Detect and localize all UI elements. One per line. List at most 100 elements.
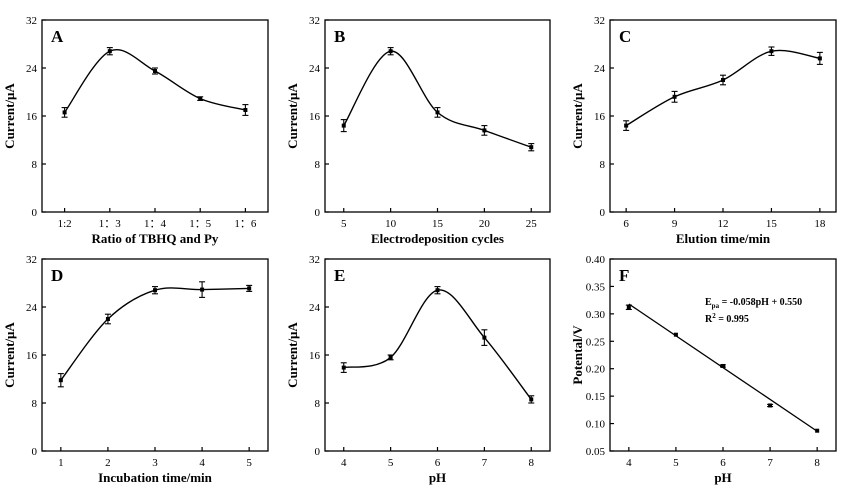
panel-b-data-point (482, 128, 487, 133)
panel-a-xtick-label: 1：6 (234, 218, 256, 230)
panel-b-data-point (435, 110, 440, 115)
panel-f-ytick-label: 0.25 (586, 336, 606, 348)
panel-a-ytick-label: 16 (26, 111, 38, 123)
panel-d-data-point (247, 286, 252, 291)
panel-f-data-point (673, 332, 678, 337)
panel-f-ytick-label: 0.30 (586, 309, 606, 321)
panel-d-data-point (58, 378, 63, 383)
panel-d-ytick-label: 32 (26, 254, 37, 266)
panel-a-series-line (64, 49, 246, 113)
panel-f-data-point (721, 363, 725, 368)
panel-d-xtick-label: 3 (152, 457, 158, 469)
panel-c-ytick-label: 16 (594, 111, 606, 123)
panel-c-data-point (769, 49, 774, 54)
panel-e-ytick-label: 32 (309, 254, 320, 266)
panel-e: 0 8 16 24 32 4 5 6 7 8 pH Current/μA E (285, 254, 551, 485)
panel-e-data-point (435, 288, 440, 293)
panel-f-fit-line (628, 303, 818, 432)
panel-d-ylabel: Current/μA (2, 322, 17, 388)
panel-d-xlabel: Incubation time/min (98, 470, 213, 485)
panel-f-equation: Epa = -0.058pH + 0.550 (705, 297, 802, 310)
panel-d-ytick-label: 16 (26, 350, 38, 362)
panel-a: 0 8 16 24 32 1:2 1：3 1：4 1：5 1：6 Ratio of TBHQ and… (2, 15, 269, 246)
panel-a-frame (41, 19, 269, 213)
panel-e-xtick-label: 4 (341, 457, 347, 469)
panel-d-data-point (200, 287, 205, 292)
panel-c-xtick-label: 15 (766, 218, 778, 230)
panel-a-ytick-label: 32 (26, 15, 37, 27)
panel-c-ytick-label: 8 (600, 159, 606, 171)
panel-b-xtick-label: 20 (479, 218, 491, 230)
panel-c-ytick-label: 24 (594, 63, 606, 75)
panel-c-xlabel: Elution time/min (676, 231, 771, 246)
panel-e-data-point (341, 365, 346, 370)
panel-a-xtick-label: 1:2 (58, 218, 72, 230)
panel-e-ytick-label: 24 (309, 302, 321, 314)
panel-a-xtick-label: 1：3 (99, 218, 121, 230)
panel-f-ytick-label: 0.20 (586, 364, 606, 376)
panel-b-xtick-label: 5 (341, 218, 347, 230)
panel-b-data-point (529, 145, 534, 150)
panel-d-data-point (153, 288, 157, 293)
panel-c: 0 8 16 24 32 6 9 12 15 18 Elution time/min Current/… (570, 15, 837, 246)
panel-f-data-point (626, 305, 631, 310)
panel-a-data-point (243, 108, 248, 112)
panel-a-ytick-label: 0 (32, 207, 38, 219)
panel-b-ytick-label: 24 (309, 63, 321, 75)
panel-c-series-line (625, 49, 820, 127)
panel-c-xtick-label: 18 (814, 218, 826, 230)
panel-e-ytick-label: 8 (315, 398, 321, 410)
panel-c-ytick-label: 0 (600, 207, 606, 219)
panel-a-data-point (198, 96, 203, 101)
panel-a-data-point (62, 110, 67, 115)
panel-a-letter: A (51, 27, 64, 46)
panel-c-data-point (672, 94, 677, 99)
panel-c-xtick-label: 9 (672, 218, 678, 230)
panel-d-data-point (105, 317, 110, 321)
panel-a-xtick-label: 1：5 (189, 218, 211, 230)
panel-f-xtick-label: 7 (767, 457, 773, 469)
panel-e-data-point (529, 397, 534, 402)
panel-c-data-point (624, 123, 629, 128)
panel-f-xtick-label: 6 (720, 457, 726, 469)
panel-d-xtick-label: 1 (58, 457, 64, 469)
panel-c-frame (609, 19, 837, 213)
panel-e-ytick-label: 0 (315, 446, 321, 458)
panel-a-ytick-label: 24 (26, 63, 38, 75)
panel-e-ytick-label: 16 (309, 350, 321, 362)
panel-f-xtick-label: 5 (673, 457, 679, 469)
panel-f-xlabel: pH (714, 470, 731, 485)
panel-e-xtick-label: 8 (529, 457, 535, 469)
panel-f-ytick-label: 0.35 (586, 281, 606, 293)
panel-b-xtick-label: 15 (432, 218, 444, 230)
panel-e-data-point (388, 355, 393, 360)
panel-b: 0 8 16 24 32 5 10 15 20 25 Electrodeposition cycle… (285, 15, 551, 246)
panel-a-xtick-label: 1：4 (144, 218, 166, 230)
panel-b-letter: B (334, 27, 345, 46)
panel-a-ylabel: Current/μA (2, 83, 17, 149)
panel-f-data-point (768, 403, 773, 408)
panel-b-ytick-label: 32 (309, 15, 320, 27)
panel-b-xtick-label: 25 (526, 218, 538, 230)
panel-c-data-point (817, 56, 822, 61)
panel-c-xtick-label: 12 (718, 218, 729, 230)
panel-b-ytick-label: 16 (309, 111, 321, 123)
panel-d-xtick-label: 5 (246, 457, 252, 469)
panel-f: 0.05 0.10 0.15 0.20 0.25 0.30 0.35 0.40 4 5 6 7 8 pH P… (570, 254, 837, 485)
panel-d: 0 8 16 24 32 1 2 3 4 5 Incubation time/min Current/… (2, 254, 269, 485)
panel-c-ylabel: Current/μA (570, 83, 585, 149)
panel-e-letter: E (334, 266, 345, 285)
panel-f-ytick-label: 0.10 (586, 419, 606, 431)
panel-d-ytick-label: 8 (32, 398, 38, 410)
panel-b-ytick-label: 8 (315, 159, 321, 171)
panel-d-series-line (60, 287, 250, 381)
panel-c-ytick-label: 32 (594, 15, 605, 27)
panel-a-xlabel: Ratio of TBHQ and Py (92, 231, 219, 246)
panel-f-ytick-label: 0.15 (586, 391, 606, 403)
panel-c-xtick-label: 6 (623, 218, 629, 230)
panel-e-xtick-label: 6 (435, 457, 441, 469)
panel-d-xtick-label: 2 (105, 457, 111, 469)
panel-a-ytick-label: 8 (32, 159, 38, 171)
panel-e-series-line (343, 289, 532, 400)
